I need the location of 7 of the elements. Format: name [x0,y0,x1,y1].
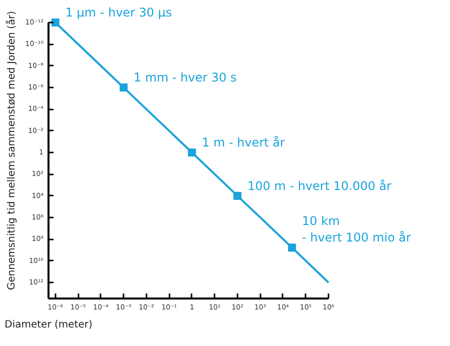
annotation: 1 m - hvert år [202,136,285,150]
annotation: 1 mm - hver 30 s [134,70,237,84]
x-axis-title: Diameter (meter) [4,320,92,330]
annotation: 100 m - hvert 10.000 år [247,178,392,193]
annotation: 10 km - hvert 100 mio år [302,214,411,245]
y-axis-title: Gennemsnitlig tid mellem sammenstød med Jorden (år) [5,10,18,290]
annotation: 1 µm - hver 30 µs [65,6,172,20]
